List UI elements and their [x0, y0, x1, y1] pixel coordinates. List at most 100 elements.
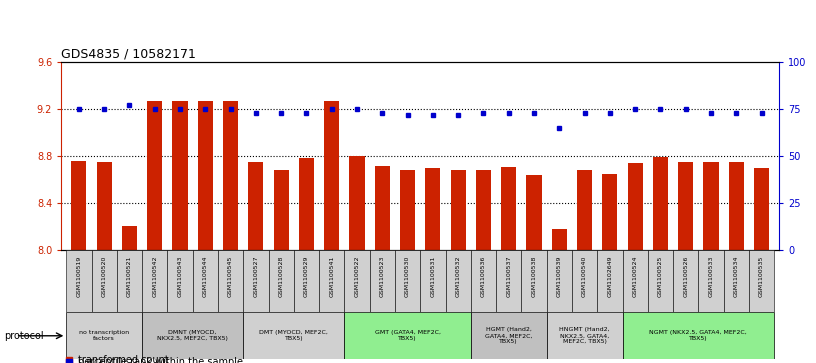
Bar	[648, 250, 673, 312]
Bar	[673, 250, 698, 312]
Bar	[370, 250, 395, 312]
Text: GSM1100520: GSM1100520	[102, 256, 107, 297]
Bar	[552, 229, 567, 250]
Text: GSM1100533: GSM1100533	[708, 256, 713, 297]
Text: GSM1100524: GSM1100524	[632, 256, 637, 297]
Text: DMT (MYOCD, MEF2C,
TBX5): DMT (MYOCD, MEF2C, TBX5)	[259, 330, 328, 341]
Text: GSM1100537: GSM1100537	[506, 256, 512, 297]
Text: GDS4835 / 10582171: GDS4835 / 10582171	[61, 48, 196, 61]
Bar	[572, 250, 597, 312]
Text: GSM1100535: GSM1100535	[759, 256, 764, 297]
Text: HGMT (Hand2,
GATA4, MEF2C,
TBX5): HGMT (Hand2, GATA4, MEF2C, TBX5)	[485, 327, 533, 344]
Bar	[476, 170, 491, 250]
Text: GSM1100530: GSM1100530	[405, 256, 410, 297]
Bar	[349, 156, 365, 250]
Text: GSM1100528: GSM1100528	[279, 256, 284, 297]
Bar	[521, 250, 547, 312]
Bar	[324, 101, 339, 250]
Bar	[66, 312, 142, 359]
Bar	[142, 250, 167, 312]
Bar	[698, 250, 724, 312]
Text: GSM1100519: GSM1100519	[77, 256, 82, 297]
Text: DMNT (MYOCD,
NKX2.5, MEF2C, TBX5): DMNT (MYOCD, NKX2.5, MEF2C, TBX5)	[157, 330, 228, 341]
Bar	[703, 162, 719, 250]
Bar	[653, 157, 668, 250]
Bar	[243, 312, 344, 359]
Bar	[496, 250, 521, 312]
Text: GSM1100544: GSM1100544	[203, 256, 208, 297]
Text: transformed count: transformed count	[78, 355, 168, 363]
Text: protocol: protocol	[4, 331, 44, 341]
Bar	[243, 250, 268, 312]
Bar	[526, 175, 542, 250]
Text: GSM1100529: GSM1100529	[304, 256, 309, 297]
Text: GSM1100525: GSM1100525	[658, 256, 663, 297]
Text: GSM1100541: GSM1100541	[329, 256, 335, 297]
Bar	[319, 250, 344, 312]
Text: GSM1100531: GSM1100531	[430, 256, 436, 297]
Text: GSM1100539: GSM1100539	[557, 256, 561, 297]
Text: no transcription
factors: no transcription factors	[79, 330, 129, 341]
Bar	[623, 312, 774, 359]
Text: percentile rank within the sample: percentile rank within the sample	[78, 357, 242, 363]
Bar	[142, 312, 243, 359]
Bar	[623, 250, 648, 312]
Bar	[117, 250, 142, 312]
Bar	[395, 250, 420, 312]
Text: GSM1100532: GSM1100532	[455, 256, 461, 297]
Bar	[294, 250, 319, 312]
Bar	[446, 250, 471, 312]
Text: GMT (GATA4, MEF2C,
TBX5): GMT (GATA4, MEF2C, TBX5)	[375, 330, 441, 341]
Text: GSM1100523: GSM1100523	[379, 256, 385, 297]
Bar	[577, 170, 592, 250]
Text: GSM1100526: GSM1100526	[683, 256, 688, 297]
Bar	[471, 312, 547, 359]
Bar	[248, 162, 264, 250]
Text: GSM1102649: GSM1102649	[607, 256, 612, 297]
Bar	[344, 312, 471, 359]
Bar	[547, 250, 572, 312]
Bar	[223, 101, 238, 250]
Text: NGMT (NKX2.5, GATA4, MEF2C,
TBX5): NGMT (NKX2.5, GATA4, MEF2C, TBX5)	[650, 330, 747, 341]
Bar	[167, 250, 193, 312]
Bar	[147, 101, 162, 250]
Bar	[344, 250, 370, 312]
Text: GSM1100536: GSM1100536	[481, 256, 486, 297]
Bar	[628, 163, 643, 250]
Bar	[193, 250, 218, 312]
Text: GSM1100542: GSM1100542	[153, 256, 157, 297]
Bar	[197, 101, 213, 250]
Text: HNGMT (Hand2,
NKX2.5, GATA4,
MEF2C, TBX5): HNGMT (Hand2, NKX2.5, GATA4, MEF2C, TBX5…	[559, 327, 610, 344]
Text: GSM1100538: GSM1100538	[531, 256, 537, 297]
Bar	[400, 170, 415, 250]
Bar	[218, 250, 243, 312]
Bar	[375, 166, 390, 250]
Text: GSM1100527: GSM1100527	[254, 256, 259, 297]
Bar	[66, 250, 91, 312]
Text: GSM1100534: GSM1100534	[734, 256, 738, 297]
Bar	[754, 168, 769, 250]
Bar	[729, 162, 744, 250]
Bar	[547, 312, 623, 359]
Text: GSM1100540: GSM1100540	[582, 256, 587, 297]
Bar	[172, 101, 188, 250]
Bar	[91, 250, 117, 312]
Text: GSM1100545: GSM1100545	[228, 256, 233, 297]
Bar	[678, 162, 694, 250]
Bar	[597, 250, 623, 312]
Bar	[425, 168, 441, 250]
Text: GSM1100521: GSM1100521	[127, 256, 132, 297]
Text: GSM1100522: GSM1100522	[354, 256, 360, 297]
Bar	[273, 170, 289, 250]
Bar	[420, 250, 446, 312]
Bar	[122, 226, 137, 250]
Text: GSM1100543: GSM1100543	[178, 256, 183, 297]
Bar	[268, 250, 294, 312]
Bar	[471, 250, 496, 312]
Bar	[749, 250, 774, 312]
Bar	[299, 159, 314, 250]
Bar	[450, 170, 466, 250]
Bar	[724, 250, 749, 312]
Bar	[501, 167, 517, 250]
Bar	[602, 174, 618, 250]
